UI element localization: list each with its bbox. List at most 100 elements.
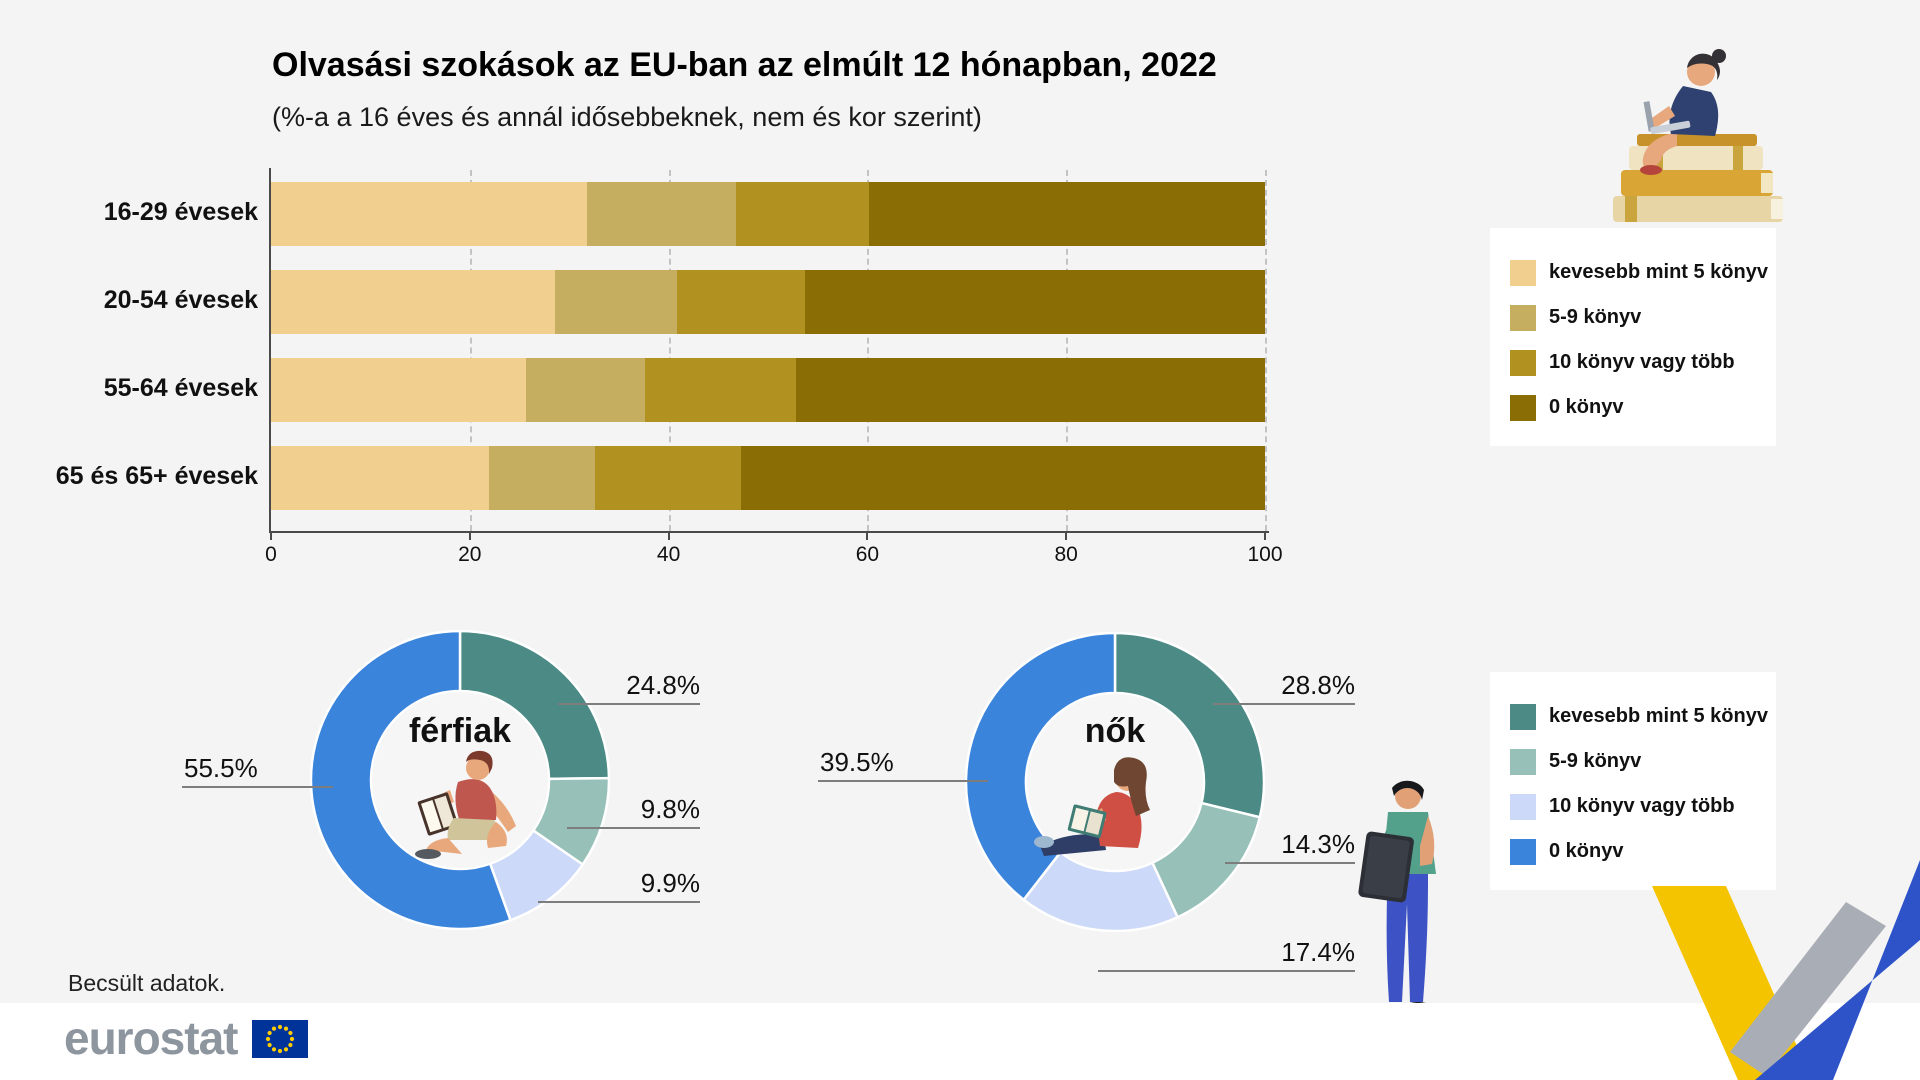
legend-item-label: 0 könyv — [1549, 396, 1624, 418]
blue-ribbon — [1755, 860, 1920, 1080]
legend-item: 5-9 könyv — [1510, 295, 1766, 340]
bar-chart-legend: kevesebb mint 5 könyv 5-9 könyv 10 könyv v… — [1490, 228, 1776, 446]
donut-chart-women — [965, 632, 1265, 932]
y-axis-line — [269, 168, 271, 533]
book — [417, 792, 459, 836]
gridline — [867, 170, 870, 531]
leader-line — [558, 703, 700, 705]
legend-item-label: 10 könyv vagy több — [1549, 351, 1735, 373]
legend-item: 5-9 könyv — [1510, 739, 1766, 784]
legend-item: 10 könyv vagy több — [1510, 340, 1766, 385]
eu-flag-star — [265, 1036, 271, 1042]
x-axis-tick-label: 0 — [265, 543, 277, 566]
eu-flag-star — [288, 1030, 293, 1036]
donut-segment-0-könyv — [965, 632, 1117, 902]
head — [466, 756, 490, 780]
tablet — [1358, 831, 1414, 903]
leader-line — [538, 901, 700, 903]
x-axis-tick — [667, 533, 670, 540]
legend-item: kevesebb mint 5 könyv — [1510, 694, 1768, 739]
legend-item-label: kevesebb mint 5 könyv — [1549, 261, 1768, 283]
leader-line — [1225, 862, 1355, 864]
bar-row — [271, 358, 1265, 422]
legend-item-label: 10 könyv vagy több — [1549, 795, 1735, 817]
x-axis-tick — [1065, 533, 1068, 540]
donut-chart-men — [310, 630, 610, 930]
bar-segment-kevesebb-mint-5-könyv — [271, 446, 489, 510]
eu-flag-star — [271, 1026, 277, 1031]
eurostat-wordmark: eurostat — [64, 1012, 238, 1064]
bar-segment-0-könyv — [804, 270, 1265, 334]
leg — [1642, 132, 1677, 170]
woman-on-books-illustration — [1613, 49, 1783, 222]
leader-line — [1098, 970, 1355, 972]
hair — [466, 750, 493, 774]
bar-segment-10-könyv-vagy-több — [595, 446, 742, 510]
bar-row — [271, 446, 1265, 510]
hair — [1114, 757, 1150, 816]
legend-swatch — [1510, 304, 1536, 331]
eu-flag-star — [267, 1030, 272, 1036]
bar-segment-5-9-könyv — [587, 182, 737, 246]
eu-flag-star — [271, 1047, 277, 1052]
donut-percent-label: 9.8% — [640, 794, 700, 824]
bar-segment-0-könyv — [869, 182, 1265, 246]
donut-segment-kevesebb-mint-5-könyv — [458, 630, 610, 781]
bar-segment-10-könyv-vagy-több — [644, 358, 796, 422]
page-title: Olvasási szokások az EU-ban az elmúlt 12… — [272, 46, 1217, 84]
bar-segment-5-9-könyv — [555, 270, 677, 334]
legend-item: kevesebb mint 5 könyv — [1510, 250, 1768, 295]
shirt — [455, 779, 497, 822]
leader-line — [818, 780, 988, 782]
gridline — [1066, 170, 1069, 531]
shoe — [415, 849, 441, 859]
eu-flag-star — [277, 1024, 283, 1030]
bar-segment-0-könyv — [795, 358, 1265, 422]
bar-row — [271, 270, 1265, 334]
bar-segment-0-könyv — [741, 446, 1265, 510]
footer-strip — [0, 1003, 1920, 1080]
donut-segment-0-könyv — [310, 630, 513, 930]
eu-flag-star — [283, 1047, 289, 1052]
legend-item-label: 5-9 könyv — [1549, 306, 1642, 328]
head — [1687, 58, 1715, 86]
corner-ribbon-decoration — [1652, 860, 1920, 1080]
eu-flag-star — [289, 1036, 295, 1042]
leader-line — [1213, 703, 1355, 705]
shoe — [1034, 836, 1054, 848]
legend-swatch — [1510, 394, 1536, 421]
top — [1096, 792, 1142, 848]
legend-item: 0 könyv — [1510, 385, 1766, 430]
gridline — [1265, 170, 1267, 531]
x-axis-line — [269, 531, 1269, 533]
shorts — [447, 818, 499, 840]
gridline — [469, 170, 472, 531]
donut-percent-label: 9.9% — [640, 868, 700, 898]
arm — [1649, 106, 1675, 128]
x-axis-tick-label: 40 — [656, 543, 681, 566]
x-axis-tick-label: 60 — [855, 543, 880, 566]
footnote: Becsült adatok. — [68, 970, 226, 996]
donut-percent-label: 24.8% — [626, 670, 700, 700]
leader-line — [182, 786, 333, 788]
gray-ribbon — [1730, 902, 1886, 1076]
x-axis-tick — [468, 533, 471, 540]
x-axis-tick-label: 20 — [458, 543, 482, 566]
bar-category-label: 65 és 65+ évesek — [55, 462, 258, 490]
legend-item-label: kevesebb mint 5 könyv — [1549, 705, 1768, 727]
eu-flag-star — [288, 1042, 293, 1048]
man-reading-illustration — [415, 750, 516, 859]
pants — [1040, 834, 1106, 856]
leg — [487, 822, 507, 848]
legend-item-label: 5-9 könyv — [1549, 750, 1642, 772]
donut-percent-label: 39.5% — [820, 747, 894, 777]
donut-percent-label: 17.4% — [1281, 937, 1355, 967]
eu-flag-star — [277, 1048, 283, 1054]
hair — [1687, 53, 1720, 80]
bar-category-label: 20-54 évesek — [103, 286, 258, 314]
stacked-bar-chart — [271, 170, 1267, 531]
bar-segment-10-könyv-vagy-több — [736, 182, 870, 246]
bar-segment-kevesebb-mint-5-könyv — [271, 182, 588, 246]
donut-percent-label: 28.8% — [1281, 670, 1355, 700]
